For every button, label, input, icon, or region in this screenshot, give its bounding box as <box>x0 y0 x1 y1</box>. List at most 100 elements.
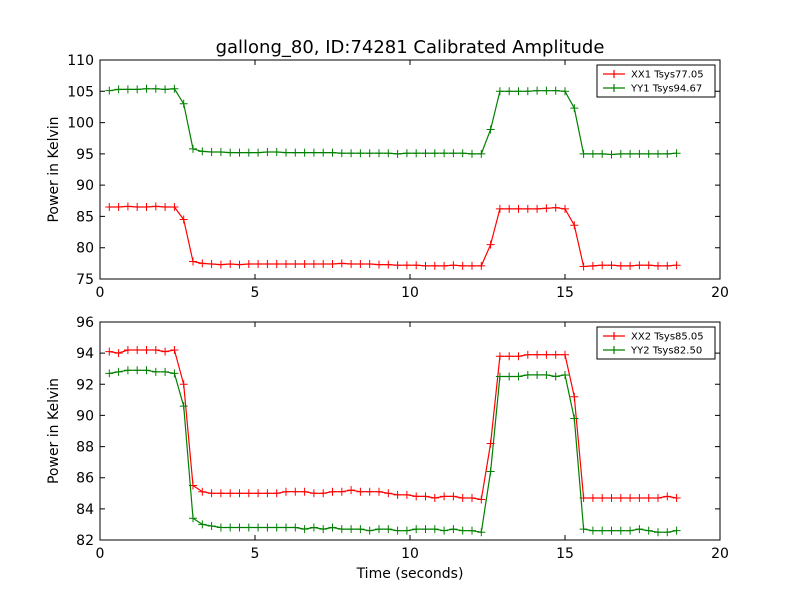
data-point <box>616 261 625 270</box>
data-point <box>300 148 309 157</box>
data-point <box>672 149 681 158</box>
data-point <box>440 526 449 535</box>
data-point <box>244 259 253 268</box>
data-point <box>151 346 160 355</box>
y-tick-label: 86 <box>76 471 94 487</box>
data-point <box>235 148 244 157</box>
data-point <box>514 204 523 213</box>
data-point <box>198 487 207 496</box>
data-point <box>207 489 216 498</box>
data-point <box>663 149 672 158</box>
data-point <box>179 402 188 411</box>
y-tick-label: 100 <box>67 116 94 132</box>
data-point <box>523 350 532 359</box>
data-point <box>663 528 672 537</box>
y-tick-label: 92 <box>76 377 94 393</box>
legend-box <box>596 64 716 98</box>
data-point <box>300 525 309 534</box>
data-point <box>579 149 588 158</box>
data-point <box>309 489 318 498</box>
data-point <box>254 148 263 157</box>
data-point <box>309 148 318 157</box>
legend-label: YY1 Tsys94.67 <box>630 84 702 95</box>
data-point <box>254 523 263 532</box>
data-point <box>440 492 449 501</box>
data-point <box>570 392 579 401</box>
data-point <box>505 87 514 96</box>
data-point <box>207 147 216 156</box>
data-point <box>542 370 551 379</box>
data-point <box>216 147 225 156</box>
data-point <box>477 261 486 270</box>
data-point <box>542 86 551 95</box>
data-point <box>244 489 253 498</box>
data-point <box>151 84 160 93</box>
data-point <box>468 493 476 502</box>
data-point <box>365 149 374 158</box>
y-tick-label: 90 <box>76 408 94 424</box>
legend-swatch <box>603 332 625 340</box>
data-point <box>226 523 235 532</box>
data-point <box>430 525 439 534</box>
data-point <box>477 528 486 537</box>
data-point <box>337 525 346 534</box>
x-tick-label: 0 <box>96 285 105 301</box>
data-point <box>216 489 225 498</box>
data-point <box>505 372 514 381</box>
data-point <box>672 261 681 270</box>
data-point <box>421 149 430 158</box>
y-axis-label: Power in Kelvin <box>46 378 62 484</box>
y-tick-label: 105 <box>67 84 94 100</box>
data-point <box>449 525 458 534</box>
data-point <box>123 202 132 211</box>
legend-swatch <box>603 84 625 92</box>
data-point <box>412 261 421 270</box>
x-axis-label: Time (seconds) <box>356 566 464 582</box>
data-point <box>598 493 607 502</box>
data-point <box>672 526 681 535</box>
data-point <box>402 149 411 158</box>
data-point <box>235 523 244 532</box>
data-point <box>356 487 365 496</box>
y-tick-label: 88 <box>76 440 94 456</box>
data-point <box>551 350 560 359</box>
data-point <box>244 523 253 532</box>
data-point <box>282 487 290 496</box>
data-point <box>123 85 132 94</box>
data-point <box>626 493 635 502</box>
data-point <box>551 203 560 212</box>
data-point <box>142 366 151 375</box>
data-point <box>272 259 281 268</box>
data-point <box>170 203 179 212</box>
data-point <box>198 259 207 268</box>
data-point <box>495 372 504 381</box>
data-point <box>384 260 393 269</box>
data-point <box>384 489 393 498</box>
data-point <box>263 147 272 156</box>
y-tick-label: 75 <box>76 272 94 288</box>
data-point <box>133 85 142 94</box>
y-tick-label: 90 <box>76 178 94 194</box>
legend-label: XX2 Tsys85.05 <box>631 332 704 343</box>
data-point <box>282 259 290 268</box>
y-tick-label: 96 <box>76 315 94 331</box>
data-point <box>635 525 644 534</box>
data-point <box>198 147 207 156</box>
data-point <box>309 259 318 268</box>
data-point <box>626 261 635 270</box>
data-point <box>579 262 588 271</box>
data-point <box>588 526 597 535</box>
data-point <box>440 149 449 158</box>
y-tick-label: 84 <box>76 502 94 518</box>
data-point <box>561 350 569 359</box>
data-point <box>635 149 644 158</box>
data-point <box>347 259 356 268</box>
data-point <box>523 204 532 213</box>
data-point <box>495 352 504 361</box>
data-point <box>486 467 495 476</box>
data-point <box>412 525 421 534</box>
data-point <box>505 204 514 213</box>
data-point <box>179 380 188 389</box>
data-point <box>347 486 356 495</box>
